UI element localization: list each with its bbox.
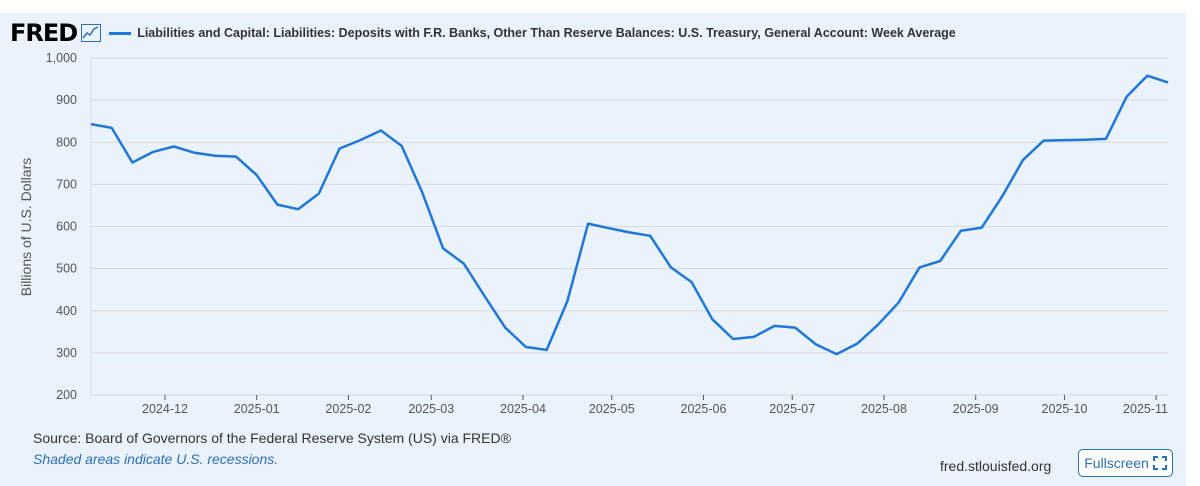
- y-tick-label: 700: [56, 177, 77, 191]
- x-tick-label: 2025-01: [234, 402, 280, 416]
- data-point[interactable]: [603, 222, 615, 234]
- y-axis-ticks: 200 300 400 500 600 700 800 900 1,000: [46, 51, 77, 402]
- data-point[interactable]: [520, 341, 532, 353]
- data-point[interactable]: [893, 296, 905, 308]
- x-tick-label: 2025-02: [325, 402, 371, 416]
- data-point[interactable]: [851, 338, 863, 350]
- data-point[interactable]: [831, 348, 843, 360]
- y-tick-label: 400: [56, 304, 77, 318]
- data-point[interactable]: [913, 261, 925, 273]
- y-axis-label: Billions of U.S. Dollars: [18, 158, 34, 297]
- data-point[interactable]: [354, 134, 366, 146]
- chart-frame: [0, 13, 1186, 486]
- data-point[interactable]: [106, 122, 118, 134]
- data-point[interactable]: [230, 151, 242, 163]
- y-tick-label: 500: [56, 262, 77, 276]
- data-point[interactable]: [748, 331, 760, 343]
- data-point[interactable]: [541, 344, 553, 356]
- data-point[interactable]: [189, 147, 201, 159]
- x-tick-label: 2024-12: [142, 402, 188, 416]
- fred-logo[interactable]: FRED: [10, 19, 78, 47]
- site-link[interactable]: fred.stlouisfed.org: [940, 458, 1052, 474]
- grid-lines: [90, 57, 1168, 396]
- data-point[interactable]: [126, 156, 138, 168]
- data-point[interactable]: [1058, 134, 1070, 146]
- x-tick-label: 2025-07: [769, 402, 815, 416]
- data-point[interactable]: [375, 124, 387, 136]
- data-point[interactable]: [644, 230, 656, 242]
- data-point[interactable]: [479, 290, 491, 302]
- data-point[interactable]: [665, 261, 677, 273]
- fullscreen-icon: [1152, 456, 1167, 470]
- x-tick-label: 2025-08: [861, 402, 907, 416]
- y-tick-label: 300: [56, 346, 77, 360]
- x-tick-label: 2025-10: [1042, 402, 1088, 416]
- data-point[interactable]: [1121, 91, 1133, 103]
- data-point[interactable]: [582, 218, 594, 230]
- data-point[interactable]: [458, 258, 470, 270]
- data-point[interactable]: [251, 169, 263, 181]
- data-point[interactable]: [416, 187, 428, 199]
- data-point[interactable]: [1017, 154, 1029, 166]
- recession-note: Shaded areas indicate U.S. recessions.: [33, 451, 279, 467]
- series-line[interactable]: [90, 74, 1169, 356]
- data-points: [85, 70, 1174, 360]
- data-point[interactable]: [334, 143, 346, 155]
- data-point[interactable]: [1100, 133, 1112, 145]
- data-point[interactable]: [396, 140, 408, 152]
- data-point[interactable]: [727, 333, 739, 345]
- x-tick-label: 2025-04: [500, 402, 546, 416]
- data-point[interactable]: [706, 313, 718, 325]
- data-point[interactable]: [168, 140, 180, 152]
- data-point[interactable]: [955, 225, 967, 237]
- data-point[interactable]: [934, 255, 946, 267]
- series-title: Liabilities and Capital: Liabilities: De…: [137, 26, 956, 40]
- data-point[interactable]: [1079, 134, 1091, 146]
- fullscreen-button[interactable]: Fullscreen: [1078, 449, 1173, 477]
- data-point[interactable]: [437, 242, 449, 254]
- source-note: Source: Board of Governors of the Federa…: [33, 430, 511, 446]
- x-tick-label: 2025-05: [589, 402, 635, 416]
- data-point[interactable]: [1141, 70, 1153, 82]
- data-point[interactable]: [872, 319, 884, 331]
- data-point[interactable]: [810, 338, 822, 350]
- x-tick-label: 2025-11: [1123, 402, 1168, 416]
- data-point[interactable]: [85, 118, 97, 130]
- y-tick-label: 600: [56, 220, 77, 234]
- data-point[interactable]: [1038, 135, 1050, 147]
- data-point[interactable]: [976, 222, 988, 234]
- fullscreen-label: Fullscreen: [1084, 455, 1149, 471]
- y-tick-label: 900: [56, 93, 77, 107]
- chart-header: FRED Liabilities and Capital: Liabilitie…: [10, 19, 956, 47]
- y-tick-label: 800: [56, 135, 77, 149]
- data-point[interactable]: [147, 146, 159, 158]
- data-point[interactable]: [768, 320, 780, 332]
- data-point[interactable]: [499, 322, 511, 334]
- data-point[interactable]: [209, 150, 221, 162]
- x-axis-ticks: 2024-12 2025-01 2025-02 2025-03 2025-04 2025-…: [142, 395, 1168, 416]
- data-point[interactable]: [271, 199, 283, 211]
- data-point[interactable]: [686, 276, 698, 288]
- data-point[interactable]: [313, 188, 325, 200]
- data-point[interactable]: [789, 322, 801, 334]
- x-tick-label: 2025-06: [681, 402, 727, 416]
- x-tick-label: 2025-03: [408, 402, 454, 416]
- data-point[interactable]: [292, 203, 304, 215]
- x-tick-label: 2025-09: [953, 402, 999, 416]
- fred-graph-icon: [81, 24, 102, 42]
- legend-line-icon: [109, 31, 132, 35]
- y-tick-label: 200: [56, 388, 77, 402]
- y-tick-label: 1,000: [46, 51, 77, 65]
- data-point[interactable]: [561, 295, 573, 307]
- data-point[interactable]: [624, 226, 636, 238]
- data-point[interactable]: [996, 190, 1008, 202]
- data-point[interactable]: [1162, 76, 1174, 88]
